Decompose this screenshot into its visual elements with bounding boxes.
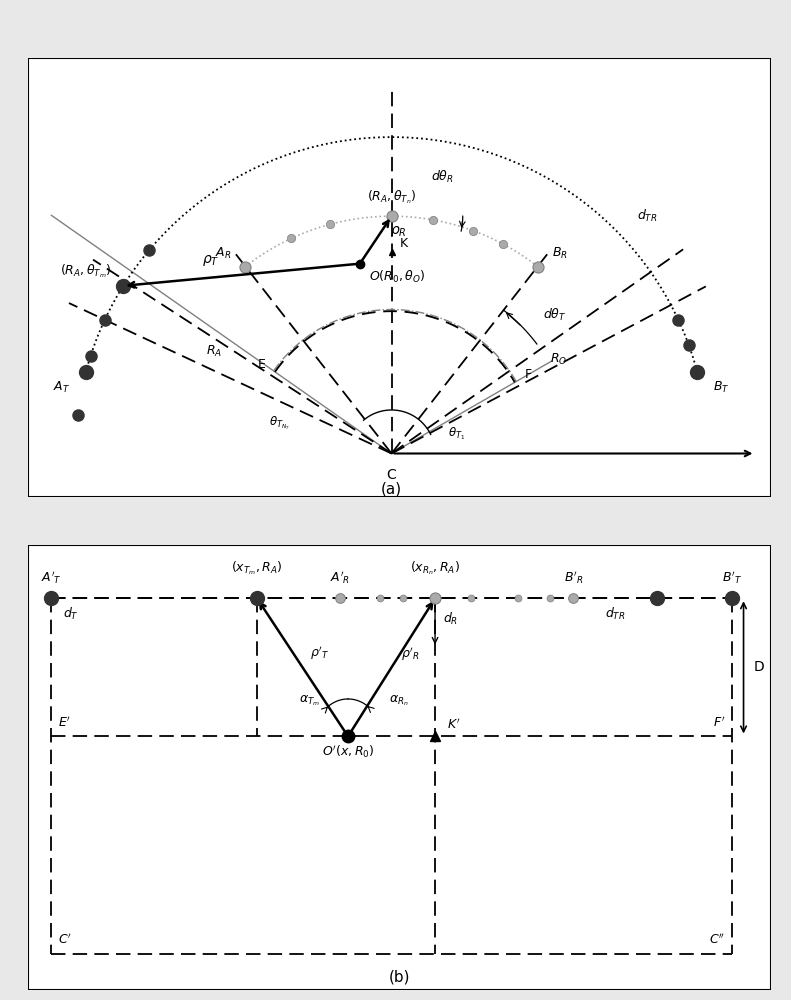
Text: $\theta_{T_1}$: $\theta_{T_1}$ — [448, 425, 466, 442]
Text: (a): (a) — [381, 481, 402, 496]
Text: $B'_R$: $B'_R$ — [564, 570, 583, 586]
Text: $A'_T$: $A'_T$ — [41, 570, 62, 586]
Text: $C''$: $C''$ — [709, 932, 725, 947]
Text: $B_R$: $B_R$ — [552, 246, 568, 261]
Text: $d_{TR}$: $d_{TR}$ — [637, 208, 657, 224]
Text: $d\theta_R$: $d\theta_R$ — [431, 169, 454, 185]
Text: $d_T$: $d_T$ — [63, 606, 79, 622]
Text: (b): (b) — [388, 969, 411, 984]
Text: $\rho_R$: $\rho_R$ — [390, 224, 407, 239]
Text: $A_T$: $A_T$ — [53, 380, 70, 395]
Text: F: F — [524, 368, 532, 381]
Text: K: K — [399, 237, 407, 250]
Text: $B'_T$: $B'_T$ — [721, 570, 742, 586]
Text: $R_O$: $R_O$ — [550, 352, 567, 367]
Text: $E'$: $E'$ — [58, 716, 70, 730]
Text: $F'$: $F'$ — [713, 716, 725, 730]
Text: $(x_{R_n},R_A)$: $(x_{R_n},R_A)$ — [410, 560, 460, 577]
Text: $\alpha_{T_m}$: $\alpha_{T_m}$ — [299, 694, 320, 708]
Text: $(x_{T_m},R_A)$: $(x_{T_m},R_A)$ — [231, 560, 283, 577]
Text: $O'(x,R_0)$: $O'(x,R_0)$ — [322, 743, 374, 760]
Text: $O(R_0,\theta_O)$: $O(R_0,\theta_O)$ — [369, 269, 426, 285]
Text: $\theta_{T_{N_T}}$: $\theta_{T_{N_T}}$ — [269, 415, 290, 432]
Text: $R_A$: $R_A$ — [206, 344, 221, 359]
Text: $\rho'_R$: $\rho'_R$ — [401, 646, 420, 663]
Text: $d_R$: $d_R$ — [443, 611, 458, 627]
Text: $d_{TR}$: $d_{TR}$ — [605, 606, 625, 622]
Text: $A'_R$: $A'_R$ — [330, 570, 350, 586]
Text: $\alpha_{R_n}$: $\alpha_{R_n}$ — [389, 694, 409, 708]
Text: $B_T$: $B_T$ — [713, 380, 729, 395]
Text: $(R_A,\theta_{T_n})$: $(R_A,\theta_{T_n})$ — [367, 188, 416, 206]
Text: $d\theta_T$: $d\theta_T$ — [543, 307, 566, 323]
Text: $A_R$: $A_R$ — [214, 246, 231, 261]
Text: C: C — [387, 468, 396, 482]
Text: D: D — [754, 660, 765, 674]
Text: $\rho_T$: $\rho_T$ — [202, 253, 219, 268]
Text: $(R_A,\theta_{T_m})$: $(R_A,\theta_{T_m})$ — [59, 262, 112, 280]
Text: $C'$: $C'$ — [58, 932, 72, 947]
Text: $\rho'_T$: $\rho'_T$ — [311, 644, 330, 662]
Text: E: E — [258, 358, 266, 371]
Text: $K'$: $K'$ — [447, 718, 460, 732]
